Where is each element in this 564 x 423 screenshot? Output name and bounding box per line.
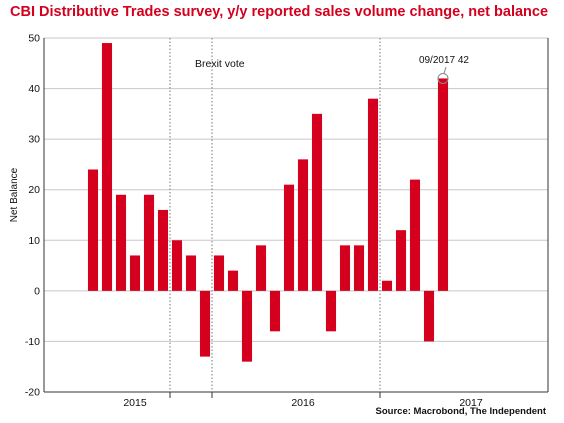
y-tick-label: 30 [28, 134, 40, 146]
bar-series [87, 43, 449, 362]
y-tick-label: 0 [34, 285, 40, 297]
y-tick-label: 50 [28, 33, 40, 45]
axes [43, 38, 549, 398]
bar-2016-01 [213, 255, 225, 291]
brexit-vote-label: Brexit vote [195, 58, 245, 70]
y-tick-label: 10 [28, 235, 40, 247]
bar-2015-06 [115, 194, 127, 291]
y-tick-label: 40 [28, 83, 40, 95]
bar-2015-07 [129, 255, 141, 291]
peak-marker [437, 72, 449, 84]
bar-2016-08 [311, 113, 323, 291]
callout-leader-line [443, 66, 447, 74]
y-tick-labels: -20 -10 0 10 20 30 40 50 [25, 33, 40, 399]
bar-2017-05 [437, 78, 449, 291]
bar-2016-09 [325, 290, 337, 332]
bar-2016-11 [353, 245, 365, 291]
bar-2017-02 [395, 230, 407, 291]
bar-2017-04 [423, 290, 435, 342]
y-axis-label: Net Balance [9, 167, 20, 222]
year-labels: 2015 2016 2017 [123, 397, 483, 409]
year-label: 2017 [459, 397, 483, 409]
period-dividers [169, 38, 381, 392]
bar-2015-05 [101, 43, 113, 291]
year-label: 2016 [291, 397, 315, 409]
peak-callout-label: 09/2017 42 [419, 55, 469, 66]
bar-2016-06 [283, 184, 295, 291]
bar-2016-05 [269, 290, 281, 332]
bar-2015-11 [185, 255, 197, 291]
bar-2015-08 [143, 194, 155, 291]
bar-2015-10 [171, 240, 183, 291]
bar-2016-10 [339, 245, 351, 291]
bar-2016-04 [255, 245, 267, 291]
bar-2017-03 [409, 179, 421, 291]
bar-2015-04 [87, 169, 99, 291]
y-tick-label: 20 [28, 184, 40, 196]
year-label: 2015 [123, 397, 147, 409]
peak-callout [437, 66, 449, 84]
bar-2015-12 [199, 290, 211, 357]
bar-2016-07 [297, 159, 309, 291]
chart-title: CBI Distributive Trades survey, y/y repo… [10, 4, 549, 20]
y-tick-label: -10 [25, 336, 40, 348]
bar-2016-02 [227, 270, 239, 291]
bar-2017-01 [381, 280, 393, 291]
y-tick-label: -20 [25, 387, 40, 399]
bar-2016-03 [241, 290, 253, 362]
bar-2016-12 [367, 98, 379, 291]
source-text: Source: Macrobond, The Independent [376, 406, 547, 417]
bar-2015-09 [157, 209, 169, 291]
